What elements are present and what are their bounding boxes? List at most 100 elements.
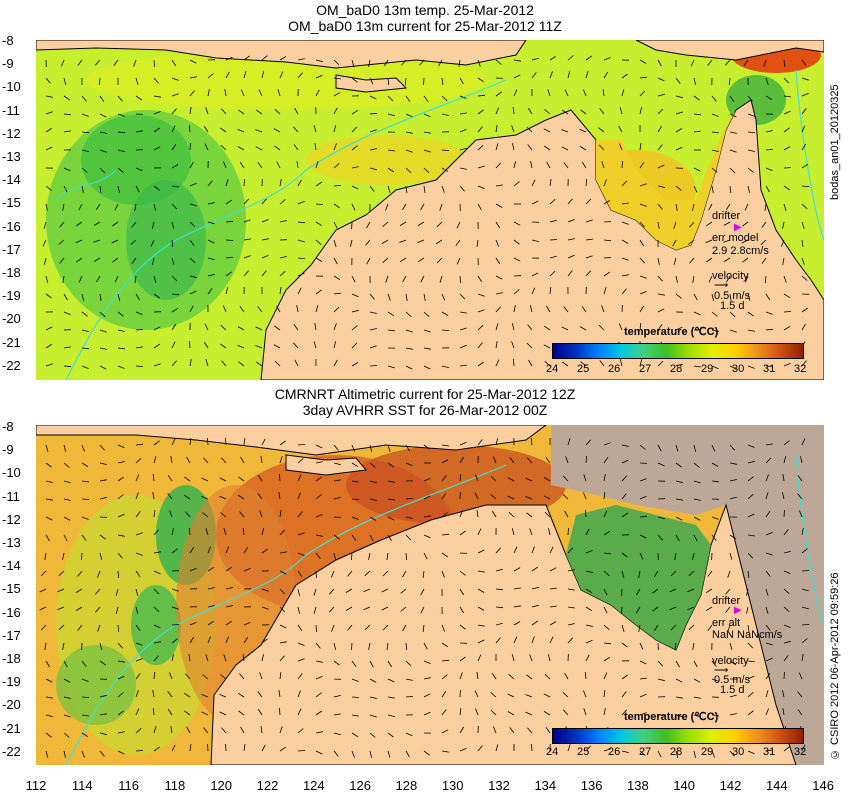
current-vector <box>99 462 107 465</box>
current-vector <box>57 606 65 611</box>
current-vector <box>490 494 497 500</box>
current-vector <box>801 744 806 752</box>
current-vector <box>435 239 443 245</box>
current-vector <box>531 239 539 242</box>
current-vector <box>297 458 304 464</box>
current-vector <box>315 676 323 680</box>
current-vector <box>279 179 282 187</box>
current-vector <box>441 329 450 331</box>
current-vector <box>279 473 281 482</box>
current-vector <box>279 746 287 752</box>
current-vector <box>495 91 502 97</box>
current-vector <box>477 361 484 367</box>
current-vector <box>225 220 234 223</box>
current-vector <box>258 89 263 97</box>
current-vector <box>315 552 321 559</box>
current-vector <box>801 654 804 662</box>
current-vector <box>621 444 629 447</box>
current-vector <box>45 146 53 151</box>
current-vector <box>279 287 282 295</box>
current-vector <box>221 457 227 464</box>
current-vector <box>441 293 446 301</box>
current-vector <box>705 606 713 612</box>
current-vector <box>188 654 191 662</box>
current-vector <box>603 642 612 645</box>
current-vector <box>112 257 119 263</box>
current-vector <box>135 474 140 482</box>
current-vector <box>189 359 192 367</box>
current-vector <box>585 624 593 627</box>
current-vector <box>189 305 194 313</box>
current-vector <box>711 534 717 541</box>
current-vector <box>711 311 718 317</box>
current-vector <box>441 570 445 578</box>
current-vector <box>315 289 322 295</box>
x-tick-label: 128 <box>395 778 418 793</box>
current-vector <box>513 621 521 626</box>
current-vector <box>491 510 497 518</box>
current-vector <box>477 654 482 662</box>
current-vector <box>441 674 448 680</box>
current-vector <box>527 107 533 115</box>
current-vector <box>603 239 612 242</box>
current-vector <box>207 605 215 608</box>
current-vector <box>99 329 107 333</box>
current-vector <box>693 498 701 501</box>
current-vector <box>133 59 137 67</box>
current-vector <box>603 271 611 277</box>
current-vector <box>585 455 587 464</box>
current-vector <box>423 660 431 664</box>
current-vector <box>441 552 449 558</box>
current-vector <box>189 275 197 279</box>
current-vector <box>585 745 592 752</box>
current-vector <box>797 493 803 500</box>
current-vector <box>621 512 629 518</box>
current-vector <box>675 95 683 99</box>
current-vector <box>58 239 65 245</box>
current-vector <box>673 221 677 229</box>
current-vector <box>261 654 264 662</box>
current-vector <box>639 322 642 331</box>
current-vector <box>675 146 683 151</box>
current-vector <box>63 365 72 368</box>
current-vector <box>45 462 52 468</box>
current-vector <box>692 642 695 650</box>
colorbar-tick-label: 24 <box>546 746 559 758</box>
current-vector <box>255 345 263 349</box>
x-tick-label: 144 <box>765 778 788 793</box>
current-vector <box>315 221 323 227</box>
current-vector <box>512 143 515 151</box>
current-vector <box>331 624 335 632</box>
current-vector <box>387 167 395 173</box>
current-vector <box>297 179 302 187</box>
current-vector <box>205 107 209 115</box>
current-vector <box>783 77 790 84</box>
current-vector <box>279 570 287 575</box>
current-vector <box>729 329 737 333</box>
current-vector <box>782 474 785 482</box>
current-vector <box>726 275 731 283</box>
current-vector <box>693 678 701 683</box>
current-vector <box>225 271 232 277</box>
current-vector <box>585 270 591 277</box>
current-vector <box>675 516 683 521</box>
current-vector <box>441 690 447 698</box>
current-vector <box>621 89 625 97</box>
current-vector <box>405 696 414 698</box>
current-vector <box>171 528 174 536</box>
current-vector <box>603 748 611 752</box>
current-vector <box>675 275 678 283</box>
current-vector <box>61 59 65 67</box>
current-vector <box>189 59 197 64</box>
current-vector <box>333 479 341 482</box>
current-vector <box>639 161 645 169</box>
current-vector <box>782 492 785 500</box>
bottom-legend-drifter: drifter <box>712 595 741 607</box>
current-vector <box>333 497 341 500</box>
current-vector <box>783 185 790 191</box>
current-vector <box>369 480 377 484</box>
current-vector <box>152 473 155 482</box>
current-vector <box>742 257 749 263</box>
current-vector <box>441 113 449 116</box>
top-title-line2: OM_baD0 13m current for 25-Mar-2012 11Z <box>288 18 562 34</box>
